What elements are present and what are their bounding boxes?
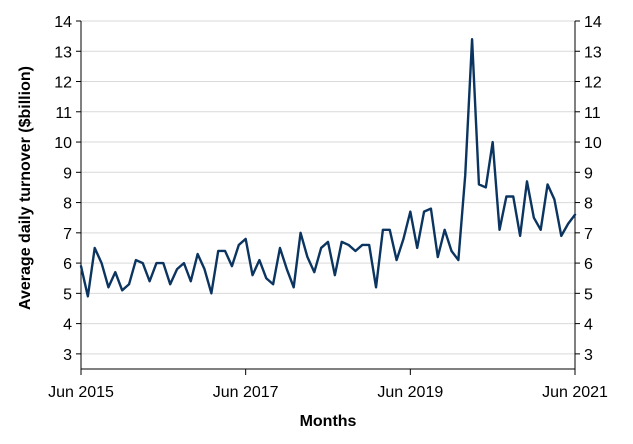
y-tick-label-right: 7 bbox=[584, 226, 593, 243]
y-ticks-left: 3 4 5 6 7 8 9 10 11 12 13 14 bbox=[54, 14, 81, 364]
y-tick-label-left: 6 bbox=[63, 256, 72, 273]
y-tick-label-left: 11 bbox=[55, 105, 72, 122]
y-tick-label-left: 5 bbox=[63, 286, 72, 303]
y-ticks-right: 3 4 5 6 7 8 9 10 11 12 13 14 bbox=[575, 14, 602, 364]
y-tick-label-left: 3 bbox=[63, 347, 72, 364]
y-tick-label-right: 8 bbox=[584, 196, 593, 213]
series-group bbox=[79, 37, 577, 298]
y-tick-label-right: 5 bbox=[584, 286, 593, 303]
y-tick-label-left: 7 bbox=[63, 226, 72, 243]
y-tick-label-right: 13 bbox=[584, 44, 602, 61]
y-tick-label-left: 4 bbox=[63, 317, 72, 334]
y-tick-label-right: 9 bbox=[584, 165, 593, 182]
y-tick-label-left: 12 bbox=[54, 75, 72, 92]
y-tick-label-right: 3 bbox=[584, 347, 593, 364]
x-ticks: Jun 2015 Jun 2017 Jun 2019 Jun 2021 bbox=[48, 369, 608, 401]
x-tick-label: Jun 2015 bbox=[48, 384, 114, 401]
y-tick-label-right: 4 bbox=[584, 317, 593, 334]
y-tick-label-left: 9 bbox=[63, 165, 72, 182]
y-tick-label-left: 10 bbox=[54, 135, 72, 152]
y-tick-label-right: 10 bbox=[584, 135, 602, 152]
y-tick-label-right: 14 bbox=[584, 14, 602, 31]
x-axis-title: Months bbox=[300, 413, 357, 430]
y-tick-label-left: 8 bbox=[63, 196, 72, 213]
y-tick-label-right: 12 bbox=[584, 75, 602, 92]
series-line-0 bbox=[79, 37, 577, 298]
y-tick-label-right: 11 bbox=[584, 105, 601, 122]
y-tick-label-left: 14 bbox=[54, 14, 72, 31]
x-tick-label: Jun 2017 bbox=[213, 384, 279, 401]
x-tick-label: Jun 2021 bbox=[542, 384, 608, 401]
gridlines bbox=[81, 20, 575, 355]
y-axis-title: Average daily turnover ($billion) bbox=[17, 66, 34, 310]
axes bbox=[80, 21, 576, 370]
x-tick-label: Jun 2019 bbox=[377, 384, 443, 401]
y-tick-label-right: 6 bbox=[584, 256, 593, 273]
y-tick-label-left: 13 bbox=[54, 44, 72, 61]
